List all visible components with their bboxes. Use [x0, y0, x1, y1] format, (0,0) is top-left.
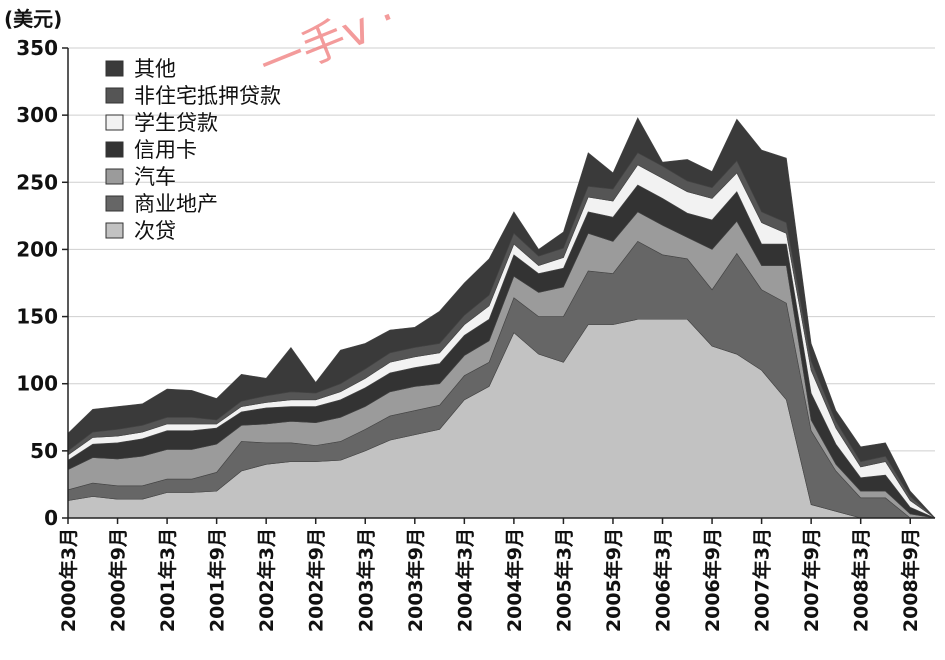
legend-entry-label: 其他 [134, 57, 176, 81]
x-tick-label: 2005年9月 [602, 528, 625, 632]
y-tick-label: 150 [16, 305, 58, 329]
x-tick-label: 2001年3月 [156, 528, 179, 632]
area-series-6 [67, 117, 936, 519]
x-tick-label: 2000年3月 [57, 528, 80, 632]
area-series [67, 117, 936, 519]
x-tick-label: 2008年3月 [850, 528, 873, 632]
x-tick-labels: 2000年3月 2000年9月 2001年3月 2001年9月 2002年3月 2002年… [57, 518, 922, 632]
legend-entry-label: 商业地产 [134, 192, 218, 216]
legend-swatch [105, 114, 124, 131]
x-tick-label: 2007年9月 [800, 528, 823, 632]
y-tick-labels: 0 50 100 150 200 250 300 350 [16, 36, 68, 530]
legend-entry-label: 信用卡 [134, 138, 197, 162]
legend-entry-label: 次贷 [134, 219, 176, 243]
y-tick-label: 100 [16, 372, 58, 396]
legend-entry-label: 非住宅抵押贷款 [134, 84, 281, 108]
legend-swatch [105, 222, 124, 239]
axes [67, 48, 935, 519]
x-tick-label: 2003年3月 [354, 528, 377, 632]
x-tick-label: 2007年3月 [751, 528, 774, 632]
y-unit-label: (美元) [4, 7, 62, 31]
y-tick-label: 350 [16, 36, 58, 60]
x-tick-label: 2001年9月 [206, 528, 229, 632]
legend-entry-label: 汽车 [134, 165, 176, 189]
x-tick-label: 2000年9月 [107, 528, 130, 632]
x-tick-label: 2005年3月 [552, 528, 575, 632]
legend-swatch [105, 168, 124, 185]
x-tick-label: 2004年9月 [503, 528, 526, 632]
x-tick-label: 2003年9月 [404, 528, 427, 632]
x-tick-label: 2004年3月 [453, 528, 476, 632]
y-tick-label: 300 [16, 103, 58, 127]
x-tick-label: 2008年9月 [899, 528, 922, 632]
legend-swatch [105, 195, 124, 212]
watermark-text: 一手v · [253, 0, 404, 92]
legend-entry-label: 学生贷款 [134, 111, 218, 135]
x-tick-label: 2002年3月 [255, 528, 278, 632]
x-tick-label: 2002年9月 [305, 528, 328, 632]
legend-swatch [105, 60, 124, 77]
y-tick-label: 200 [16, 237, 58, 261]
y-tick-label: 250 [16, 170, 58, 194]
x-tick-label: 2006年9月 [701, 528, 724, 632]
legend-swatch [105, 141, 124, 158]
x-tick-label: 2006年3月 [652, 528, 675, 632]
y-tick-label: 0 [44, 506, 58, 530]
legend-swatch [105, 87, 124, 104]
y-tick-label: 50 [30, 439, 58, 463]
